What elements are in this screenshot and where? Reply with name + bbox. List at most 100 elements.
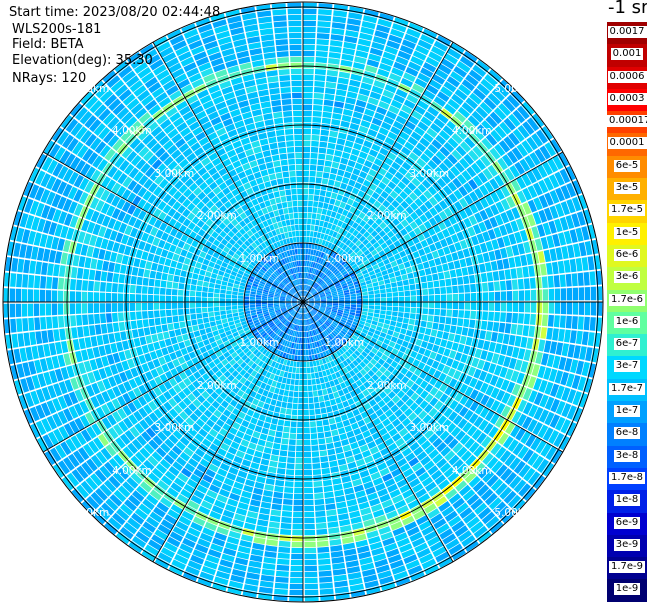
range-gate xyxy=(47,263,54,276)
range-gate xyxy=(396,338,404,346)
range-gate xyxy=(315,284,320,290)
range-gate xyxy=(348,285,355,290)
range-gate xyxy=(169,531,184,542)
range-gate xyxy=(10,273,17,287)
range-gate xyxy=(332,330,339,336)
range-gate xyxy=(349,123,360,131)
range-gate xyxy=(324,197,331,204)
range-gate xyxy=(308,304,314,307)
range-gate xyxy=(303,194,308,201)
range-gate xyxy=(499,450,512,463)
range-gate xyxy=(21,303,28,317)
range-gate xyxy=(313,275,318,282)
range-gate xyxy=(427,227,436,236)
range-gate xyxy=(379,213,387,221)
range-gate xyxy=(27,289,34,302)
range-gate xyxy=(319,265,324,271)
range-gate xyxy=(366,344,373,351)
range-gate xyxy=(330,167,338,175)
range-gate xyxy=(383,323,390,330)
range-gate xyxy=(88,280,94,291)
range-gate xyxy=(214,499,226,509)
range-gate xyxy=(303,361,307,368)
range-gate xyxy=(190,313,197,320)
range-gate xyxy=(375,386,383,395)
range-gate xyxy=(457,318,464,327)
range-gate xyxy=(307,313,310,319)
range-gate xyxy=(303,128,311,135)
range-gate xyxy=(367,385,375,394)
range-gate xyxy=(476,83,490,96)
range-gate xyxy=(421,314,428,321)
range-gate xyxy=(349,346,356,353)
range-gate xyxy=(524,302,531,313)
range-gate xyxy=(372,451,382,460)
range-gate xyxy=(359,361,367,368)
range-gate xyxy=(371,366,379,374)
range-gate xyxy=(300,313,302,320)
range-gate xyxy=(464,293,471,301)
range-gate xyxy=(482,231,491,242)
range-gate xyxy=(119,526,134,540)
range-gate xyxy=(329,333,335,339)
range-gate xyxy=(387,442,398,452)
range-gate xyxy=(544,396,555,411)
range-gate xyxy=(340,157,349,165)
range-gate xyxy=(434,302,441,309)
range-gate xyxy=(443,271,451,279)
range-gate xyxy=(430,329,438,337)
range-gate xyxy=(347,461,357,470)
range-gate xyxy=(316,426,324,433)
range-gate xyxy=(356,44,370,53)
range-gate xyxy=(322,324,327,330)
range-gate xyxy=(262,389,269,397)
range-gate xyxy=(500,185,511,198)
range-gate xyxy=(565,421,577,437)
range-gate xyxy=(326,307,332,310)
range-gate xyxy=(511,147,523,161)
range-gate xyxy=(11,257,19,272)
range-gate xyxy=(303,104,313,111)
range-gate xyxy=(211,400,220,409)
range-gate xyxy=(309,273,312,280)
range-gate xyxy=(275,328,281,335)
range-gate xyxy=(485,385,495,396)
range-gate xyxy=(414,78,428,89)
range-gate xyxy=(338,293,344,297)
range-gate xyxy=(362,305,369,309)
range-gate xyxy=(526,170,537,184)
range-gate xyxy=(105,292,112,302)
range-gate xyxy=(587,224,596,240)
range-gate xyxy=(94,270,102,281)
range-gate xyxy=(325,308,332,311)
range-gate xyxy=(337,274,343,279)
range-gate xyxy=(431,469,443,481)
range-gate xyxy=(269,515,281,523)
range-gate xyxy=(451,317,458,326)
range-gate xyxy=(437,113,449,124)
range-gate xyxy=(554,218,563,233)
range-gate xyxy=(333,245,339,252)
range-gate xyxy=(383,217,392,226)
range-gate xyxy=(153,295,160,302)
range-gate xyxy=(314,189,321,196)
range-gate xyxy=(378,280,385,286)
range-gate xyxy=(332,156,341,163)
range-gate xyxy=(39,303,46,316)
range-gate xyxy=(311,354,316,361)
range-gate xyxy=(306,285,309,291)
range-gate xyxy=(291,547,303,554)
range-gate xyxy=(327,142,336,150)
range-gate xyxy=(388,325,396,331)
range-gate xyxy=(330,243,336,250)
range-gate xyxy=(433,96,446,107)
range-gate xyxy=(372,417,381,426)
range-gate xyxy=(384,45,398,55)
range-gate xyxy=(280,332,285,338)
range-gate xyxy=(378,427,388,436)
range-gate xyxy=(276,468,286,475)
range-gate xyxy=(305,285,308,291)
range-gate xyxy=(454,392,464,402)
range-gate xyxy=(236,551,250,560)
range-gate xyxy=(449,325,457,334)
